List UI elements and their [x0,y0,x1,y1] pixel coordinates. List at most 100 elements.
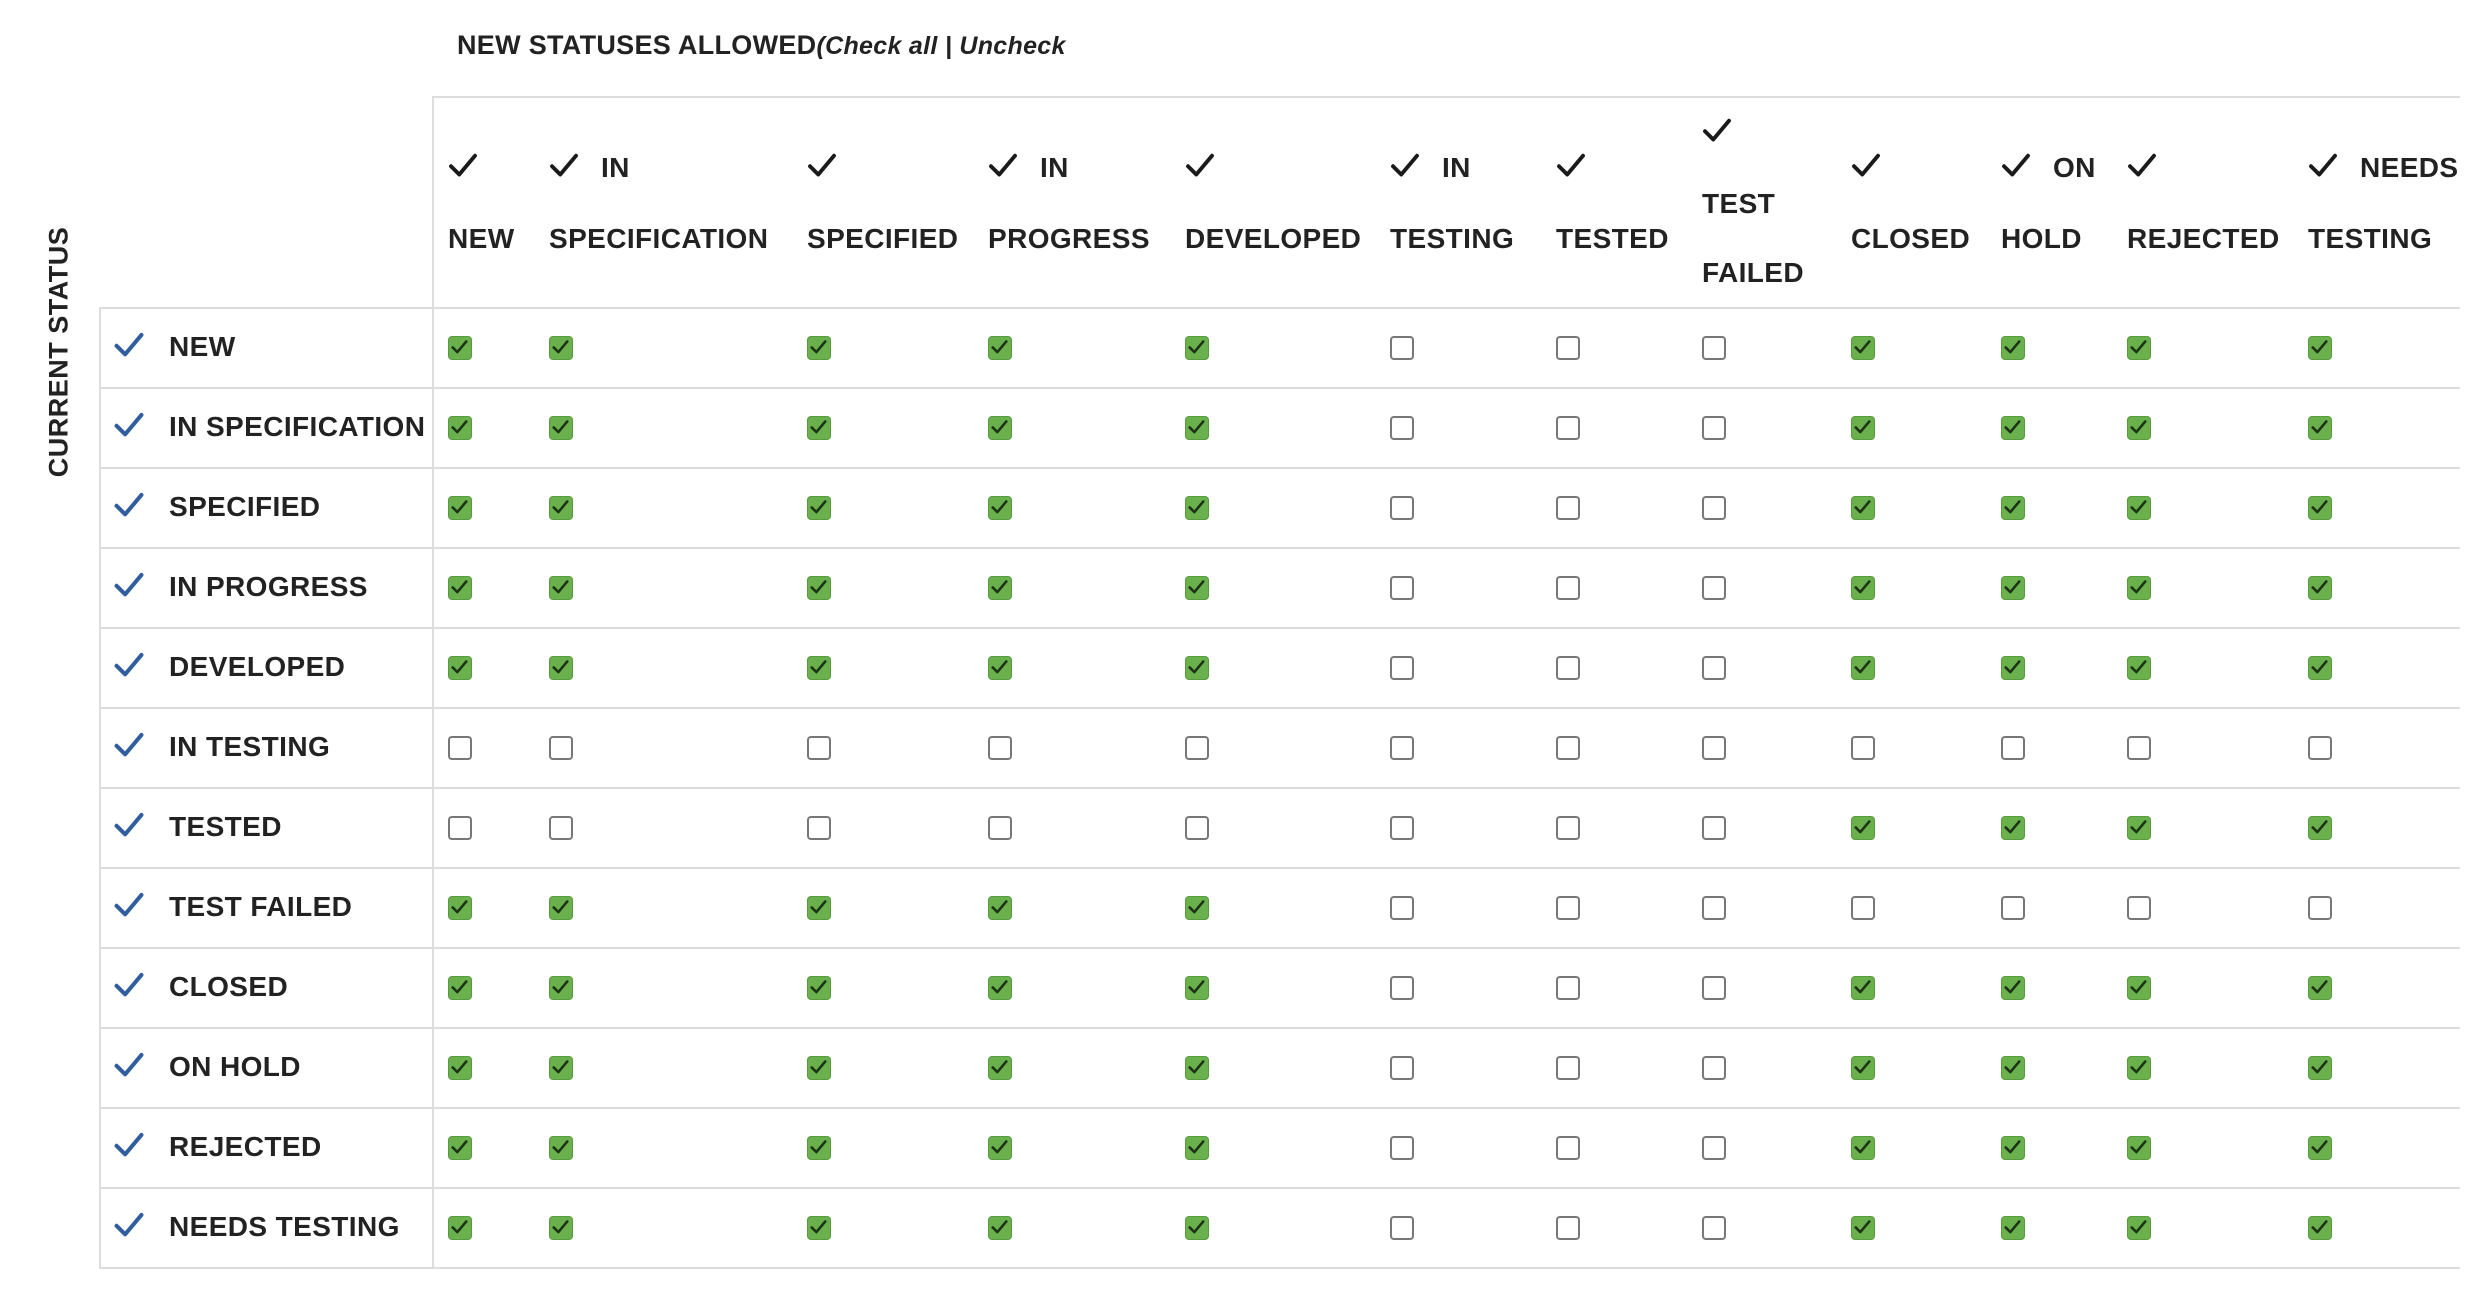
checkbox[interactable] [807,816,831,841]
checkbox[interactable] [807,736,831,761]
checkbox[interactable] [988,1136,1012,1161]
checkbox[interactable] [2308,896,2332,921]
checkbox[interactable] [1702,656,1726,681]
checkbox[interactable] [2001,896,2025,921]
checkbox[interactable] [2127,656,2151,681]
checkbox[interactable] [1185,896,1209,921]
checkbox[interactable] [1556,1056,1580,1081]
checkbox[interactable] [2001,416,2025,441]
checkbox[interactable] [1390,816,1414,841]
checkbox[interactable] [807,976,831,1001]
checkbox[interactable] [2127,416,2151,441]
checkbox[interactable] [988,976,1012,1001]
column-check-all[interactable] [988,135,1018,204]
row-check-all[interactable] [113,651,145,686]
checkbox[interactable] [1851,416,1875,441]
checkbox[interactable] [807,656,831,681]
checkbox[interactable] [1556,416,1580,441]
checkbox[interactable] [1851,816,1875,841]
column-check-all[interactable] [2308,135,2338,204]
column-check-all[interactable] [807,135,837,204]
column-check-all[interactable] [1185,135,1215,204]
checkbox[interactable] [1556,1216,1580,1241]
checkbox[interactable] [1390,976,1414,1001]
checkbox[interactable] [549,656,573,681]
checkbox[interactable] [988,496,1012,521]
checkbox[interactable] [448,1056,472,1081]
checkbox[interactable] [988,576,1012,601]
checkbox[interactable] [2001,336,2025,361]
checkbox[interactable] [2001,1216,2025,1241]
checkbox[interactable] [807,416,831,441]
checkbox[interactable] [448,816,472,841]
checkbox[interactable] [448,336,472,361]
checkbox[interactable] [1851,1136,1875,1161]
checkbox[interactable] [1390,736,1414,761]
checkbox[interactable] [988,1216,1012,1241]
checkbox[interactable] [2308,1216,2332,1241]
checkbox[interactable] [448,656,472,681]
checkbox[interactable] [988,816,1012,841]
checkbox[interactable] [2308,496,2332,521]
checkbox[interactable] [1851,496,1875,521]
checkbox[interactable] [2308,656,2332,681]
checkbox[interactable] [1185,816,1209,841]
column-check-all[interactable] [1851,135,1881,204]
column-check-all[interactable] [549,135,579,204]
checkbox[interactable] [549,816,573,841]
row-check-all[interactable] [113,1051,145,1086]
checkbox[interactable] [988,896,1012,921]
checkbox[interactable] [549,1216,573,1241]
checkbox[interactable] [2127,976,2151,1001]
checkbox[interactable] [549,736,573,761]
checkbox[interactable] [448,976,472,1001]
checkbox[interactable] [1185,976,1209,1001]
checkbox[interactable] [549,336,573,361]
row-check-all[interactable] [113,331,145,366]
row-check-all[interactable] [113,971,145,1006]
checkbox[interactable] [1390,496,1414,521]
checkbox[interactable] [1702,736,1726,761]
check-toggle[interactable]: (Check all | Uncheck [816,32,1066,60]
checkbox[interactable] [1556,816,1580,841]
checkbox[interactable] [1851,656,1875,681]
checkbox[interactable] [807,576,831,601]
checkbox[interactable] [988,1056,1012,1081]
checkbox[interactable] [1702,896,1726,921]
checkbox[interactable] [1185,496,1209,521]
checkbox[interactable] [448,576,472,601]
row-check-all[interactable] [113,571,145,606]
checkbox[interactable] [2308,1056,2332,1081]
checkbox[interactable] [2127,816,2151,841]
checkbox[interactable] [1556,336,1580,361]
checkbox[interactable] [1556,736,1580,761]
checkbox[interactable] [1702,816,1726,841]
checkbox[interactable] [807,336,831,361]
checkbox[interactable] [549,496,573,521]
checkbox[interactable] [549,896,573,921]
checkbox[interactable] [2308,816,2332,841]
checkbox[interactable] [807,496,831,521]
checkbox[interactable] [988,336,1012,361]
row-check-all[interactable] [113,1211,145,1246]
checkbox[interactable] [2001,736,2025,761]
checkbox[interactable] [1390,1216,1414,1241]
checkbox[interactable] [2308,576,2332,601]
checkbox[interactable] [1556,1136,1580,1161]
checkbox[interactable] [1185,416,1209,441]
checkbox[interactable] [448,1216,472,1241]
column-check-all[interactable] [448,135,478,204]
checkbox[interactable] [2127,896,2151,921]
row-check-all[interactable] [113,491,145,526]
row-check-all[interactable] [113,811,145,846]
row-check-all[interactable] [113,891,145,926]
checkbox[interactable] [807,896,831,921]
checkbox[interactable] [1702,576,1726,601]
checkbox[interactable] [2001,576,2025,601]
checkbox[interactable] [1851,336,1875,361]
checkbox[interactable] [1851,576,1875,601]
checkbox[interactable] [1185,1216,1209,1241]
row-check-all[interactable] [113,411,145,446]
checkbox[interactable] [1390,576,1414,601]
checkbox[interactable] [2127,576,2151,601]
